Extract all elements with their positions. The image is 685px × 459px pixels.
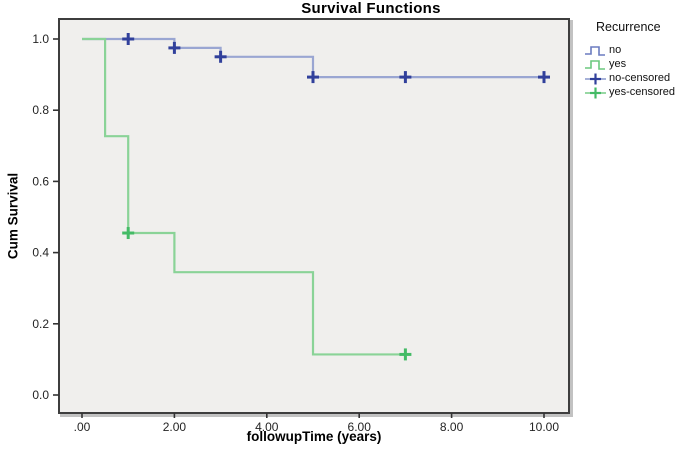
series-line-yes (82, 37, 406, 356)
y-tick-label: 0.0 (32, 388, 49, 402)
x-tick-label: 2.00 (163, 420, 187, 434)
legend-censored-symbol-icon (585, 73, 606, 84)
plot-area: .00 2.00 4.00 6.00 8.00 10.00 0.0 0.2 0.4 0.6 0.8 1… (32, 18, 573, 434)
x-tick-label: 8.00 (440, 420, 464, 434)
legend-item-label: no (609, 43, 622, 56)
legend-item: yes (584, 57, 685, 71)
y-tick-label: 0.6 (32, 174, 49, 188)
y-axis-title: Cum Survival (5, 172, 21, 260)
legend-step-symbol-icon (585, 45, 605, 56)
legend-step-symbol-icon (585, 59, 605, 70)
x-tick-label: 4.00 (255, 420, 279, 434)
x-axis-title: followupTime (years) (246, 429, 382, 444)
y-tick-label: 1.0 (32, 32, 49, 46)
legend-title: Recurrence (596, 20, 661, 34)
x-tick-label: 6.00 (348, 420, 372, 434)
legend-item: yes-censored (584, 85, 685, 99)
legend-item-label: yes-censored (609, 85, 676, 98)
legend: Recurrence no yes no-censored yes-censored (584, 20, 685, 99)
x-tick-label: 10.00 (529, 420, 559, 434)
chart-title: Survival Functions (301, 0, 441, 17)
legend-item: no (584, 43, 685, 57)
y-tick-label: 0.2 (32, 317, 49, 331)
legend-censored-symbol-icon (585, 87, 606, 98)
y-tick-label: 0.4 (32, 246, 49, 260)
legend-item-label: yes (609, 57, 627, 70)
legend-item: no-censored (584, 71, 685, 85)
x-tick-label: .00 (74, 420, 91, 434)
legend-items: no yes no-censored yes-censored (584, 43, 685, 99)
y-tick-label: 0.8 (32, 103, 49, 117)
legend-item-label: no-censored (609, 71, 671, 84)
